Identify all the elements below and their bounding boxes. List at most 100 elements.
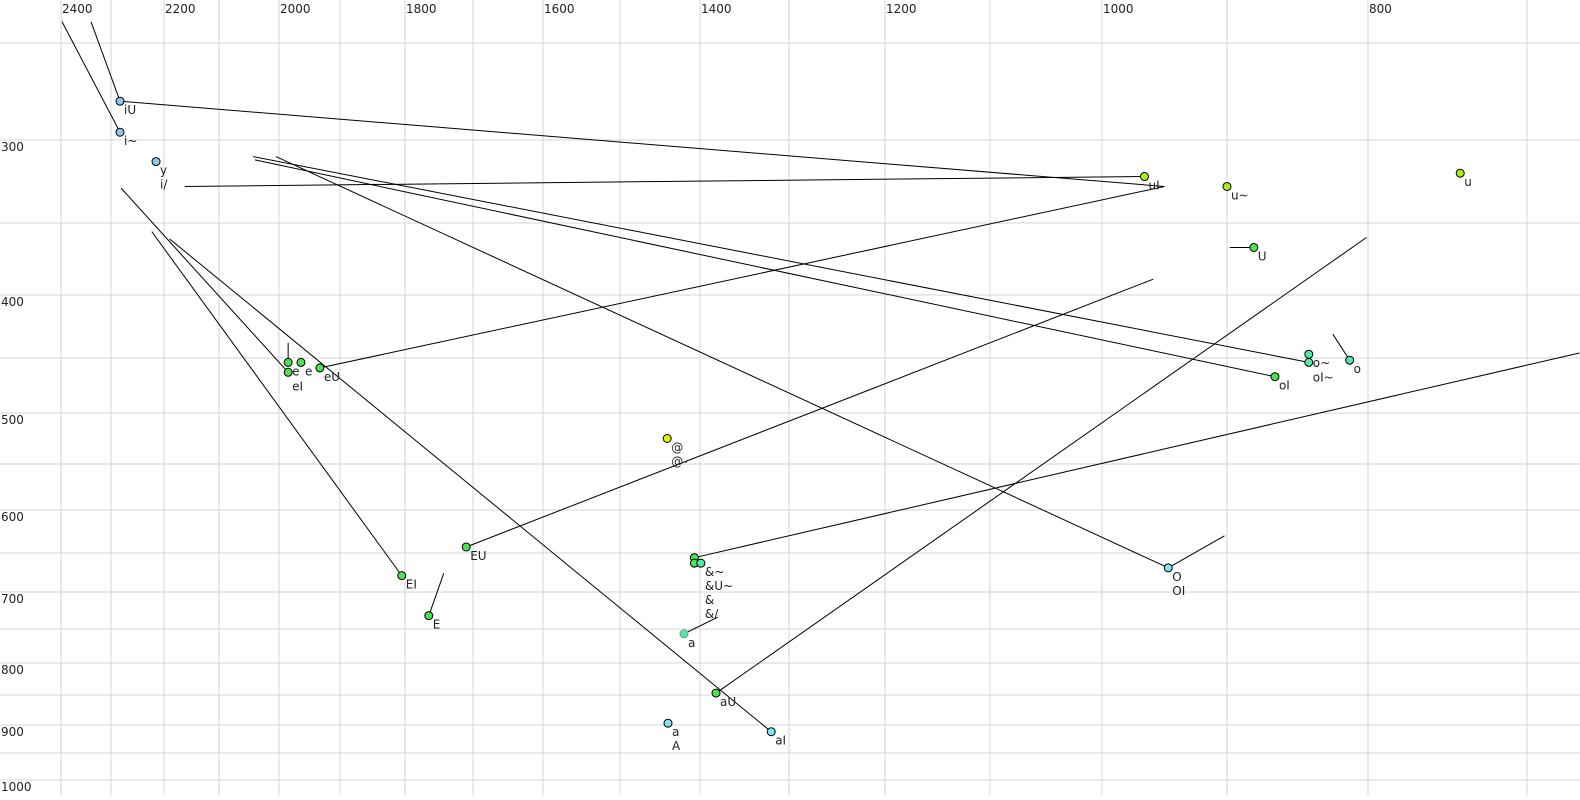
- trajectory-line: [120, 187, 289, 373]
- vowel-point: EU: [461, 542, 487, 563]
- x-tick-label: 2400: [62, 2, 93, 16]
- vowel-point: &~&U~&&/: [696, 558, 733, 621]
- vowel-label: A: [672, 739, 681, 753]
- vowel-point: a: [679, 629, 695, 650]
- x-axis-tick-labels: 2400 2200 2000 1800 1600 1400 1200 1000 800: [62, 2, 1392, 16]
- vowel-marker: [696, 558, 706, 568]
- vowel-point: o: [1345, 355, 1361, 376]
- vowel-marker: [1270, 372, 1280, 382]
- vowel-point: eI: [283, 367, 303, 393]
- trajectory-line: [184, 176, 1145, 187]
- vowel-label: u: [1464, 175, 1472, 189]
- vowel-label: iU: [124, 103, 136, 117]
- trajectories: [61, 21, 1580, 733]
- vowel-label: aU: [720, 695, 736, 709]
- x-tick-label: 1800: [406, 2, 437, 16]
- vowel-point: u: [1455, 168, 1472, 189]
- trajectory-line: [90, 21, 121, 102]
- vowel-marker: [315, 363, 325, 373]
- vowel-point: e: [283, 357, 300, 378]
- x-tick-label: 800: [1369, 2, 1392, 16]
- trajectory-line: [715, 236, 1367, 694]
- vowel-marker: [663, 718, 673, 728]
- y-tick-label: 700: [1, 592, 24, 606]
- trajectory-line: [253, 156, 1309, 363]
- y-tick-label: 400: [1, 295, 24, 309]
- vowel-point: E: [424, 611, 441, 632]
- vowel-label: &: [705, 593, 714, 607]
- vowel-label: e: [305, 364, 312, 378]
- vowel-marker: [151, 157, 161, 167]
- y-tick-label: 800: [1, 663, 24, 677]
- trajectory-line: [275, 156, 1169, 569]
- vowel-label: E: [433, 618, 441, 632]
- vowel-marker: [461, 542, 471, 552]
- x-tick-label: 1000: [1103, 2, 1134, 16]
- y-tick-label: 500: [1, 413, 24, 427]
- vowel-marker: [1304, 349, 1314, 359]
- vowel-label: EI: [406, 578, 417, 592]
- vowel-label: O: [1172, 570, 1181, 584]
- vowel-label: oI: [1279, 379, 1290, 393]
- vowel-marker: [711, 688, 721, 698]
- x-tick-label: 1200: [886, 2, 917, 16]
- x-tick-label: 2000: [280, 2, 311, 16]
- vowel-label: eU: [324, 370, 340, 384]
- vowel-point: o~: [1304, 349, 1330, 370]
- vowel-marker: [115, 127, 125, 137]
- vowel-point: u~: [1222, 181, 1249, 202]
- x-tick-label: 1400: [701, 2, 732, 16]
- vowel-label: @-: [671, 455, 687, 469]
- vowel-marker: [296, 357, 306, 367]
- vowel-point: @@-: [662, 434, 688, 469]
- vowel-label: o~: [1313, 356, 1330, 370]
- vowel-point: OOI: [1163, 563, 1185, 598]
- vowel-marker: [1304, 357, 1314, 367]
- trajectory-line: [254, 159, 1276, 378]
- vowel-point: eU: [315, 363, 340, 384]
- vowel-marker: [1140, 172, 1149, 182]
- vowel-label: y: [160, 164, 167, 178]
- vowel-label: OI: [1172, 584, 1185, 598]
- vowel-label: aI: [775, 734, 786, 748]
- vowel-marker: [1345, 355, 1355, 365]
- vowel-label: i~: [124, 134, 137, 148]
- vowel-point: iU: [115, 96, 136, 117]
- vowel-marker: [1455, 168, 1465, 178]
- vowel-point: e: [296, 357, 312, 378]
- vowel-marker: [662, 434, 672, 443]
- vowel-label: i/: [160, 178, 168, 192]
- vowel-point: aA: [663, 718, 681, 753]
- vowel-label: uI: [1149, 179, 1160, 193]
- y-tick-label: 600: [1, 510, 24, 524]
- trajectory-line: [1332, 333, 1351, 361]
- y-tick-label: 900: [1, 725, 24, 739]
- vowel-points: iU i~ yi/e eeI eU @@- EU EI E &~&U~&&/ a aU aA aI OOI u…: [115, 96, 1472, 753]
- trajectory-line: [694, 352, 1580, 559]
- vowel-marker: [1249, 242, 1259, 252]
- vowel-label: eI: [292, 379, 303, 393]
- vowel-marker: [1163, 563, 1173, 573]
- vowel-label: &~: [705, 565, 724, 579]
- x-tick-label: 1600: [544, 2, 575, 16]
- vowel-marker: [283, 367, 293, 377]
- vowel-label: &/: [705, 607, 719, 621]
- trajectory-line: [1168, 535, 1225, 569]
- vowel-point: aI: [766, 727, 786, 748]
- vowel-point: oI~: [1304, 357, 1334, 384]
- vowel-label: o: [1354, 362, 1361, 376]
- vowel-marker: [766, 727, 776, 737]
- trajectory-line: [466, 278, 1154, 548]
- trajectory-line: [319, 185, 1165, 369]
- vowel-marker: [115, 96, 125, 106]
- vowel-point: U: [1249, 242, 1267, 263]
- y-tick-label: 300: [1, 140, 24, 154]
- vowel-label: &U~: [705, 579, 733, 593]
- vowel-label: EU: [470, 549, 486, 563]
- y-tick-label: 1000: [1, 780, 32, 794]
- trajectory-line: [61, 21, 121, 133]
- vowel-point: oI: [1270, 372, 1290, 393]
- vowel-label: a: [688, 636, 695, 650]
